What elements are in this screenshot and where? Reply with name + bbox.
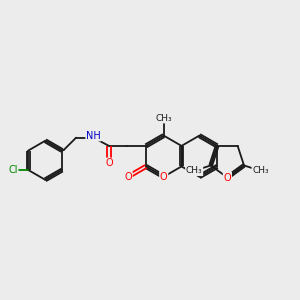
Text: O: O [105, 158, 113, 168]
Text: CH₃: CH₃ [155, 114, 172, 123]
Text: Cl: Cl [8, 165, 18, 175]
Text: CH₃: CH₃ [186, 166, 202, 175]
Text: O: O [160, 172, 167, 182]
Text: O: O [124, 172, 132, 182]
Text: NH: NH [86, 130, 101, 141]
Text: O: O [224, 172, 231, 182]
Text: CH₃: CH₃ [252, 166, 269, 175]
